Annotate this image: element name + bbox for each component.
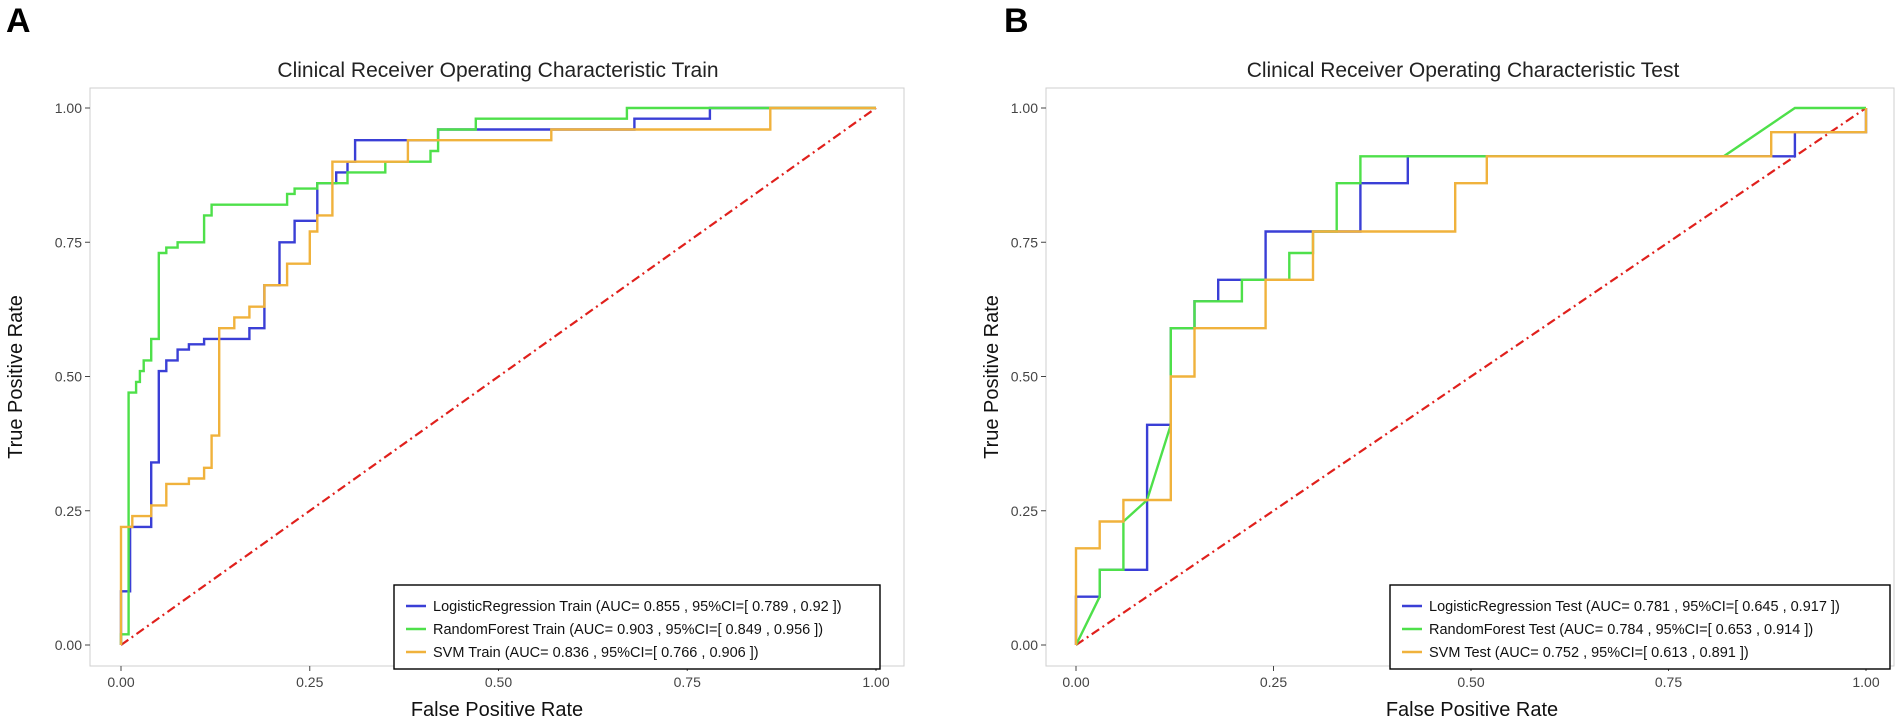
x-tick-label-a-2: 0.50	[485, 674, 512, 690]
series-a	[119, 106, 876, 645]
roc-curve-randomforest-b	[1074, 106, 1866, 646]
x-axis-title-a: False Positive Rate	[411, 699, 583, 721]
series-b	[1074, 106, 1868, 646]
y-axis-title-a: True Positive Rate	[5, 295, 27, 459]
x-tick-label-a-3: 0.75	[674, 674, 701, 690]
legend-label-svm-test: SVM Test (AUC= 0.752 , 95%CI=[ 0.613 , 0…	[1429, 645, 1749, 661]
legend-label-svm-train: SVM Train (AUC= 0.836 , 95%CI=[ 0.766 , …	[433, 645, 759, 661]
chart-title-a: Clinical Receiver Operating Characterist…	[277, 59, 718, 82]
y-tick-label-a-3: 0.75	[55, 234, 82, 250]
y-tick-label-a-2: 0.50	[55, 369, 82, 385]
x-tick-label-b-3: 0.75	[1655, 674, 1682, 690]
roc-curve-svm-b	[1074, 108, 1868, 645]
y-tick-label-a-0: 0.00	[55, 637, 82, 653]
reference-diagonal-a	[120, 107, 877, 646]
panel-letter-a: A	[6, 2, 31, 40]
y-tick-label-a-1: 0.25	[55, 503, 82, 519]
x-tick-label-b-4: 1.00	[1852, 674, 1879, 690]
x-tick-label-b-0: 0.00	[1062, 674, 1089, 690]
legend-label-rf-train: RandomForest Train (AUC= 0.903 , 95%CI=[…	[433, 622, 823, 638]
x-tick-label-b-1: 0.25	[1260, 674, 1287, 690]
legend-a: LogisticRegression Train (AUC= 0.855 , 9…	[393, 584, 881, 670]
reference-line-b	[1075, 107, 1867, 646]
roc-curve-randomforest-a	[119, 106, 876, 645]
y-tick-label-a-4: 1.00	[55, 100, 82, 116]
legend-label-lr-test: LogisticRegression Test (AUC= 0.781 , 95…	[1429, 599, 1840, 615]
x-tick-label-a-4: 1.00	[862, 674, 889, 690]
legend-label-rf-test: RandomForest Test (AUC= 0.784 , 95%CI=[ …	[1429, 622, 1813, 638]
reference-diagonal-b	[1075, 107, 1867, 646]
y-axis-title-b: True Positive Rate	[981, 295, 1003, 459]
legend-box-a	[393, 584, 881, 670]
panel-a: A Clinical Receiver Operating Characteri…	[5, 2, 905, 721]
x-tick-label-a-0: 0.00	[107, 674, 134, 690]
x-tick-label-a-1: 0.25	[296, 674, 323, 690]
x-axis-title-b: False Positive Rate	[1386, 699, 1558, 721]
y-tick-label-b-4: 1.00	[1011, 100, 1038, 116]
legend-b: LogisticRegression Test (AUC= 0.781 , 95…	[1389, 584, 1891, 670]
ticks-a: 0.00 0.25 0.50 0.75 1.00 0.00 0.25 0.50 0.75 1.00	[55, 100, 890, 690]
reference-line-a	[120, 107, 877, 646]
panel-letter-b: B	[1004, 2, 1029, 40]
chart-title-b: Clinical Receiver Operating Characterist…	[1247, 59, 1680, 82]
y-tick-label-b-2: 0.50	[1011, 369, 1038, 385]
panel-b: B Clinical Receiver Operating Characteri…	[981, 2, 1895, 721]
y-tick-label-b-1: 0.25	[1011, 503, 1038, 519]
legend-box-b	[1389, 584, 1891, 670]
ticks-b: 0.00 0.25 0.50 0.75 1.00 0.00 0.25 0.50 0.75 1.00	[1011, 100, 1880, 690]
roc-curve-svm-a	[119, 106, 876, 645]
y-tick-label-b-0: 0.00	[1011, 637, 1038, 653]
legend-label-lr-train: LogisticRegression Train (AUC= 0.855 , 9…	[433, 599, 842, 615]
y-tick-label-b-3: 0.75	[1011, 234, 1038, 250]
x-tick-label-b-2: 0.50	[1457, 674, 1484, 690]
